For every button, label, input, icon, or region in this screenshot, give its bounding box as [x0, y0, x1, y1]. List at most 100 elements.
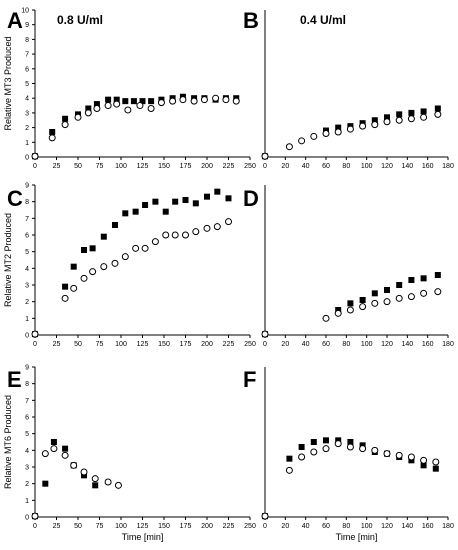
data-point-filled-square — [93, 101, 100, 108]
x-axis-title: Time [min] — [122, 532, 164, 542]
y-tick-label: 3 — [25, 110, 29, 117]
data-point-filled-square — [139, 98, 146, 105]
data-point-open-circle — [89, 268, 97, 276]
data-point-open-circle — [334, 309, 342, 317]
y-tick-label: 2 — [25, 481, 29, 488]
data-point-filled-square — [204, 193, 210, 200]
panel-letter: E — [7, 367, 22, 392]
data-point-filled-square — [122, 210, 129, 217]
y-tick-label: 4 — [25, 448, 29, 455]
x-tick-label: 25 — [53, 163, 61, 170]
data-point-open-circle — [346, 443, 354, 451]
x-tick-label: 150 — [158, 341, 170, 348]
data-point-filled-square — [408, 277, 415, 283]
data-point-open-circle — [285, 466, 293, 474]
data-point-open-circle — [334, 440, 342, 448]
x-tick-label: 225 — [223, 163, 235, 170]
data-point-open-circle — [395, 116, 403, 124]
data-point-open-circle — [225, 218, 232, 226]
panel-letter: F — [243, 367, 256, 392]
data-point-open-circle — [407, 115, 415, 123]
data-point-open-circle — [383, 298, 391, 306]
data-point-filled-square — [62, 283, 69, 290]
data-point-open-circle — [104, 478, 112, 486]
data-point-filled-square — [310, 439, 317, 445]
data-point-open-circle — [179, 96, 187, 104]
data-point-filled-square — [42, 480, 49, 487]
x-tick-label: 225 — [223, 523, 235, 530]
panel-b: 0 20 40 60 80 100 120 140 160 180 B 0.4 U/ml — [243, 8, 454, 170]
data-point-filled-square — [408, 109, 415, 116]
data-point-filled-square — [162, 208, 169, 215]
data-point-open-circle — [213, 223, 221, 231]
y-tick-label: 8 — [25, 381, 29, 388]
data-point-open-circle — [111, 259, 119, 267]
y-tick-label: 5 — [25, 431, 29, 438]
data-point-open-circle — [261, 152, 269, 160]
data-point-open-circle — [124, 106, 132, 114]
data-point-open-circle — [48, 134, 56, 142]
data-point-open-circle — [285, 143, 293, 151]
x-tick-label: 75 — [96, 523, 104, 530]
y-tick-label: 1 — [25, 316, 29, 323]
y-tick-label: 3 — [25, 465, 29, 472]
data-point-open-circle — [420, 289, 428, 297]
x-tick-label: 160 — [422, 341, 434, 348]
panel-letter: A — [7, 8, 23, 33]
x-tick-label: 60 — [322, 341, 330, 348]
x-tick-label: 0 — [33, 341, 37, 348]
concentration-label: 0.4 U/ml — [300, 13, 346, 27]
data-point-open-circle — [61, 121, 69, 129]
data-point-open-circle — [132, 244, 140, 252]
data-point-open-circle — [141, 244, 149, 252]
x-tick-label: 250 — [244, 163, 256, 170]
concentration-label: 0.8 U/ml — [57, 13, 103, 27]
data-point-filled-square — [130, 98, 137, 105]
x-tick-label: 160 — [422, 163, 434, 170]
x-tick-label: 0 — [263, 523, 267, 530]
data-point-open-circle — [31, 152, 39, 160]
x-tick-label: 75 — [96, 163, 104, 170]
data-point-filled-square — [113, 96, 120, 103]
data-point-filled-square — [148, 98, 155, 105]
data-point-open-circle — [157, 99, 165, 107]
data-point-open-circle — [232, 97, 240, 105]
data-point-open-circle — [171, 231, 179, 239]
data-point-filled-square — [384, 287, 390, 293]
data-point-open-circle — [359, 445, 367, 453]
data-point-filled-square — [192, 200, 199, 207]
data-point-filled-square — [172, 198, 179, 205]
data-point-open-circle — [407, 453, 415, 461]
y-tick-label: 3 — [25, 283, 29, 290]
x-tick-label: 80 — [342, 163, 350, 170]
y-tick-label: 4 — [25, 96, 29, 103]
data-point-open-circle — [310, 448, 318, 456]
y-tick-label: 5 — [25, 249, 29, 256]
data-point-open-circle — [100, 263, 108, 271]
data-point-open-circle — [420, 456, 428, 464]
data-point-filled-square — [182, 197, 189, 203]
data-point-open-circle — [114, 481, 122, 489]
data-point-open-circle — [31, 512, 39, 520]
data-point-filled-square — [62, 445, 69, 452]
x-tick-label: 80 — [342, 523, 350, 530]
x-tick-label: 100 — [361, 341, 373, 348]
data-point-open-circle — [359, 122, 367, 130]
x-axis-title: Time [min] — [336, 532, 378, 542]
x-tick-label: 175 — [180, 163, 192, 170]
data-point-filled-square — [335, 124, 342, 131]
data-point-filled-square — [214, 188, 221, 195]
panel-d: 0 20 40 60 80 100 120 140 160 180 D — [243, 185, 454, 348]
x-tick-label: 20 — [281, 341, 289, 348]
data-point-open-circle — [61, 451, 69, 459]
y-tick-label: 7 — [25, 52, 29, 59]
panel-letter: B — [243, 8, 259, 33]
x-tick-label: 175 — [180, 523, 192, 530]
data-point-filled-square — [434, 105, 441, 112]
data-point-open-circle — [395, 451, 403, 459]
x-tick-label: 0 — [263, 163, 267, 170]
x-tick-label: 140 — [401, 523, 413, 530]
panel-f: 0 20 40 60 80 100 120 140 160 180 Time [min] F — [243, 367, 454, 542]
data-point-filled-square — [298, 444, 305, 450]
data-point-open-circle — [371, 446, 379, 454]
